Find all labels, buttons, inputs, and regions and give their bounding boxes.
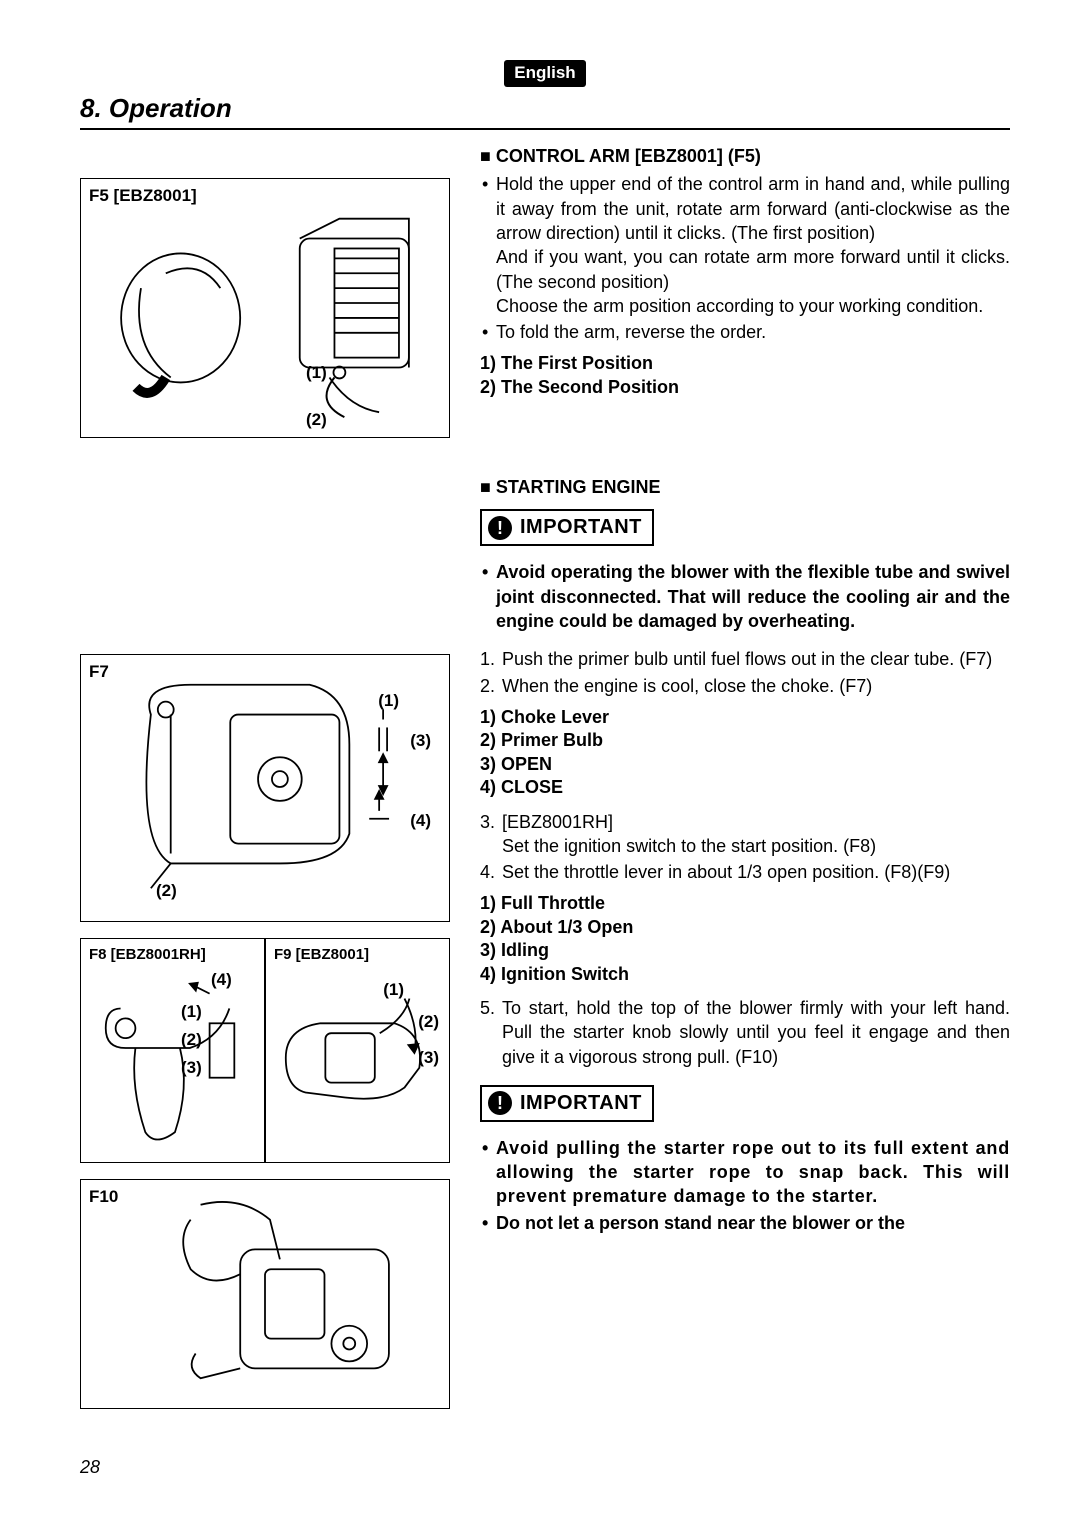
f7-callout-2: (2) (156, 880, 177, 903)
steps-5: 5.To start, hold the top of the blower f… (480, 996, 1010, 1069)
step-5-text: To start, hold the top of the blower fir… (502, 998, 1010, 1067)
control-arm-legend: 1) The First Position 2) The Second Posi… (480, 352, 1010, 399)
leg2-2: 2) About 1/3 Open (480, 916, 1010, 939)
leg-f7-4: 4) CLOSE (480, 776, 1010, 799)
step-4-text: Set the throttle lever in about 1/3 open… (502, 862, 950, 882)
ca-b1-l3: Choose the arm position according to you… (496, 296, 983, 316)
legend-f7: 1) Choke Lever 2) Primer Bulb 3) OPEN 4)… (480, 706, 1010, 800)
figure-f9: F9 [EBZ8001] (1) (2) (3) (265, 938, 450, 1163)
important-2-b2: Do not let a person stand near the blowe… (480, 1211, 1010, 1235)
figure-f5-label: F5 [EBZ8001] (89, 185, 197, 208)
text-column: CONTROL ARM [EBZ8001] (F5) Hold the uppe… (480, 138, 1010, 1425)
legend-f8f9: 1) Full Throttle 2) About 1/3 Open 3) Id… (480, 892, 1010, 986)
step-4: 4.Set the throttle lever in about 1/3 op… (480, 860, 1010, 884)
important-1-bullet: Avoid operating the blower with the flex… (480, 560, 1010, 633)
figure-f8-label: F8 [EBZ8001RH] (89, 945, 206, 965)
step-3a-text: [EBZ8001RH] (502, 812, 613, 832)
figure-f10-diagram (81, 1180, 449, 1408)
leg2-1: 1) Full Throttle (480, 892, 1010, 915)
f7-callout-1: (1) (378, 690, 399, 713)
f9-callout-1: (1) (383, 979, 404, 1002)
important-box-1: ! IMPORTANT (480, 509, 654, 546)
figure-f5-diagram (81, 179, 449, 437)
f5-callout-1: (1) (306, 362, 327, 385)
f9-callout-2: (2) (418, 1011, 439, 1034)
control-arm-heading: CONTROL ARM [EBZ8001] (F5) (480, 144, 1010, 168)
leg-f7-1: 1) Choke Lever (480, 706, 1010, 729)
language-badge: English (504, 60, 585, 87)
step-2: 2.When the engine is cool, close the cho… (480, 674, 1010, 698)
figure-f8: F8 [EBZ8001RH] (4) (1) (2) (3) (80, 938, 265, 1163)
important-icon: ! (488, 516, 512, 540)
figure-f9-label: F9 [EBZ8001] (274, 945, 369, 965)
step-5: 5.To start, hold the top of the blower f… (480, 996, 1010, 1069)
f5-callout-2: (2) (306, 409, 327, 432)
language-row: English (80, 60, 1010, 87)
figures-column: F5 [EBZ8001] (80, 138, 450, 1425)
important-icon-2: ! (488, 1091, 512, 1115)
figure-f10: F10 (80, 1179, 450, 1409)
leg-f7-2: 2) Primer Bulb (480, 729, 1010, 752)
figure-f5: F5 [EBZ8001] (80, 178, 450, 438)
figure-f7-label: F7 (89, 661, 109, 684)
important-2-bullets: Avoid pulling the starter rope out to it… (480, 1136, 1010, 1235)
control-arm-bullet-1: Hold the upper end of the control arm in… (480, 172, 1010, 318)
f7-callout-3: (3) (410, 730, 431, 753)
starting-engine-heading: STARTING ENGINE (480, 475, 1010, 499)
figure-f7: F7 (80, 654, 450, 922)
step-3: 3. [EBZ8001RH] Set the ignition switch t… (480, 810, 1010, 859)
f9-callout-3: (3) (418, 1047, 439, 1070)
ca-leg-1: 1) The First Position (480, 352, 1010, 375)
f8-callout-2: (2) (181, 1029, 202, 1052)
control-arm-bullets: Hold the upper end of the control arm in… (480, 172, 1010, 344)
ca-leg-2: 2) The Second Position (480, 376, 1010, 399)
important-label-1: IMPORTANT (520, 514, 642, 541)
section-title: 8. Operation (80, 91, 1010, 130)
leg2-3: 3) Idling (480, 939, 1010, 962)
f8-callout-4: (4) (211, 969, 232, 992)
leg2-4: 4) Ignition Switch (480, 963, 1010, 986)
f8-callout-3: (3) (181, 1057, 202, 1080)
important-1-bullets: Avoid operating the blower with the flex… (480, 560, 1010, 633)
step-1-text: Push the primer bulb until fuel flows ou… (502, 649, 992, 669)
page-number: 28 (80, 1455, 1010, 1479)
figure-f8-diagram (81, 939, 264, 1162)
leg-f7-3: 3) OPEN (480, 753, 1010, 776)
important-label-2: IMPORTANT (520, 1090, 642, 1117)
figure-f10-label: F10 (89, 1186, 118, 1209)
ca-b1-l2: And if you want, you can rotate arm more… (496, 247, 1010, 291)
step-2-text: When the engine is cool, close the choke… (502, 676, 872, 696)
step-1: 1.Push the primer bulb until fuel flows … (480, 647, 1010, 671)
important-2-b1: Avoid pulling the starter rope out to it… (480, 1136, 1010, 1209)
figure-row-f8-f9: F8 [EBZ8001RH] (4) (1) (2) (3) (80, 938, 450, 1163)
f8-callout-1: (1) (181, 1001, 202, 1024)
f7-callout-4: (4) (410, 810, 431, 833)
ca-b1-l1: Hold the upper end of the control arm in… (496, 174, 1010, 243)
important-box-2: ! IMPORTANT (480, 1085, 654, 1122)
control-arm-bullet-2: To fold the arm, reverse the order. (480, 320, 1010, 344)
steps-1-2: 1.Push the primer bulb until fuel flows … (480, 647, 1010, 698)
steps-3-4: 3. [EBZ8001RH] Set the ignition switch t… (480, 810, 1010, 885)
step-3b-text: Set the ignition switch to the start pos… (502, 836, 876, 856)
